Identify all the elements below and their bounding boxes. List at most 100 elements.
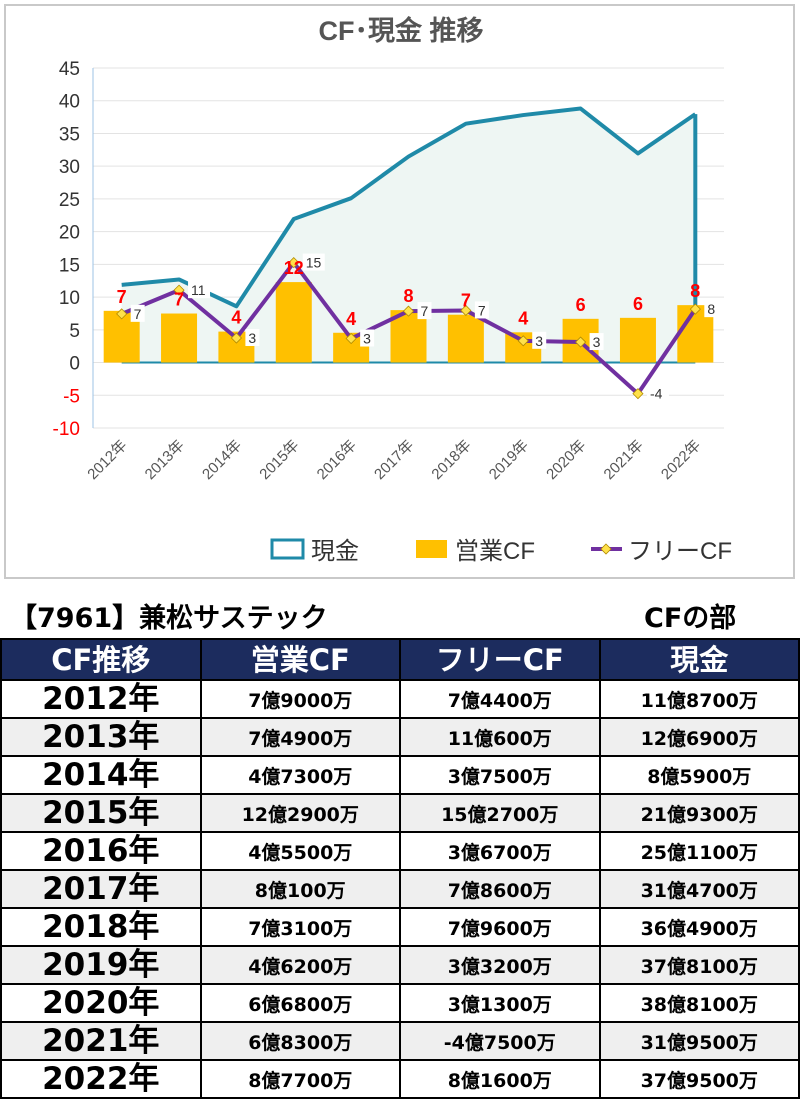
x-tick-label: 2021年	[601, 437, 647, 483]
y-tick-label: 45	[59, 59, 80, 80]
operating-cf-label: 7	[461, 291, 471, 311]
legend-free-cf-marker	[600, 543, 612, 555]
operating-cf-label: 4	[518, 308, 528, 328]
company-heading: 【7961】兼松サステック	[10, 603, 328, 634]
year-cell: 2019年	[0, 945, 202, 985]
year-cell: 2022年	[0, 1059, 202, 1099]
free-cf-cell: 3億7500万	[399, 755, 601, 795]
free-cf-label: 3	[363, 331, 371, 347]
cf-table: CF推移 営業CF フリーCF 現金 2012年 7億9000万 7億4400万 11…	[0, 638, 800, 1099]
free-cf-label: 3	[593, 334, 601, 350]
operating-cf-label: 6	[576, 295, 586, 315]
x-tick-label: 2012年	[84, 437, 130, 483]
operating-cf-cell: 4億5500万	[199, 831, 401, 871]
operating-cf-cell: 7億3100万	[199, 907, 401, 947]
operating-cf-cell: 8億100万	[199, 869, 401, 909]
free-cf-label: 11	[191, 282, 206, 298]
cash-cell: 12億6900万	[598, 717, 800, 757]
free-cf-label-box	[589, 333, 604, 351]
year-cell: 2015年	[0, 793, 202, 833]
free-cf-label-box	[646, 384, 669, 402]
table-row: 2019年 4億6200万 3億3200万 37億8100万	[0, 945, 800, 985]
free-cf-label: 7	[478, 302, 486, 318]
free-cf-label-box	[188, 281, 211, 299]
free-cf-cell: 3億3200万	[399, 945, 601, 985]
operating-cf-bar	[275, 282, 312, 363]
y-tick-label: -10	[53, 419, 80, 440]
operating-cf-cell: 4億6200万	[199, 945, 401, 985]
cash-cell: 36億4900万	[598, 907, 800, 947]
table-header-row: CF推移 営業CF フリーCF 現金	[0, 638, 800, 681]
free-cf-label: 7	[134, 306, 142, 322]
free-cf-label-box	[704, 300, 719, 318]
legend-cash-label: 現金	[311, 538, 359, 565]
y-tick-label: 25	[59, 190, 80, 211]
header-cf-trend: CF推移	[0, 638, 202, 681]
operating-cf-cell: 6億6800万	[199, 983, 401, 1023]
legend-cash-swatch	[270, 538, 305, 560]
operating-cf-bar	[161, 313, 198, 363]
operating-cf-label: 7	[117, 287, 127, 307]
operating-cf-cell: 7億4900万	[199, 717, 401, 757]
free-cf-cell: 3億6700万	[399, 831, 601, 871]
year-cell: 2017年	[0, 869, 202, 909]
year-cell: 2020年	[0, 983, 202, 1023]
free-cf-label-box	[130, 304, 145, 322]
year-cell: 2018年	[0, 907, 202, 947]
y-tick-label: 20	[59, 223, 80, 244]
chart-legend: 現金 営業CF フリーCF	[270, 538, 732, 565]
cash-cell: 31億4700万	[598, 869, 800, 909]
free-cf-marker	[689, 303, 701, 315]
free-cf-cell: 8億1600万	[399, 1059, 601, 1099]
free-cf-cell: 7億4400万	[399, 679, 601, 719]
x-tick-label: 2018年	[428, 437, 474, 483]
cash-cell: 38億8100万	[598, 983, 800, 1023]
free-cf-marker	[173, 284, 185, 296]
free-cf-label: 15	[306, 255, 322, 271]
free-cf-label-box	[302, 253, 325, 271]
free-cf-marker	[632, 388, 644, 400]
x-tick-label: 2014年	[199, 437, 245, 483]
free-cf-label-box	[245, 329, 260, 346]
free-cf-cell: 3億1300万	[399, 983, 601, 1023]
chart-title: CF･現金 推移	[319, 15, 484, 46]
cash-cell: 37億8100万	[598, 945, 800, 985]
operating-cf-cell: 8億7700万	[199, 1059, 401, 1099]
free-cf-label: -4	[650, 386, 663, 402]
x-tick-label: 2019年	[486, 437, 532, 483]
table-row: 2017年 8億100万 7億8600万 31億4700万	[0, 869, 800, 909]
free-cf-marker	[402, 305, 415, 317]
cash-line	[121, 106, 697, 309]
free-cf-cell: 7億8600万	[399, 869, 601, 909]
free-cf-marker	[517, 335, 529, 347]
free-cf-label-box	[532, 331, 547, 349]
free-cf-label: 8	[707, 301, 715, 317]
legend-free-cf-label: フリーCF	[628, 538, 732, 565]
free-cf-label: 3	[535, 333, 543, 349]
free-cf-marker	[230, 332, 242, 344]
free-cf-cell: 11億600万	[399, 717, 601, 757]
x-tick-label: 2013年	[142, 437, 188, 483]
operating-cf-cell: 12億2900万	[199, 793, 401, 833]
x-tick-label: 2022年	[658, 437, 704, 483]
free-cf-marker	[345, 332, 357, 345]
y-tick-label: 30	[59, 157, 80, 178]
table-row: 2020年 6億6800万 3億1300万 38億8100万	[0, 983, 800, 1023]
operating-cf-cell: 4億7300万	[199, 755, 401, 795]
free-cf-cell: -4億7500万	[399, 1021, 601, 1061]
header-cash: 現金	[598, 638, 800, 681]
x-tick-label: 2015年	[256, 437, 302, 483]
legend-operating-cf-label: 営業CF	[455, 538, 535, 565]
operating-cf-label: 6	[633, 294, 643, 314]
free-cf-marker	[575, 336, 587, 348]
free-cf-label-box	[474, 301, 489, 319]
y-tick-label: 0	[69, 354, 80, 375]
free-cf-label: 7	[421, 303, 429, 319]
year-cell: 2012年	[0, 679, 202, 719]
y-tick-label: 15	[59, 255, 80, 276]
free-cf-marker	[460, 304, 472, 317]
table-row: 2012年 7億9000万 7億4400万 11億8700万	[0, 679, 800, 719]
free-cf-marker	[288, 257, 300, 269]
cash-cell: 25億1100万	[598, 831, 800, 871]
